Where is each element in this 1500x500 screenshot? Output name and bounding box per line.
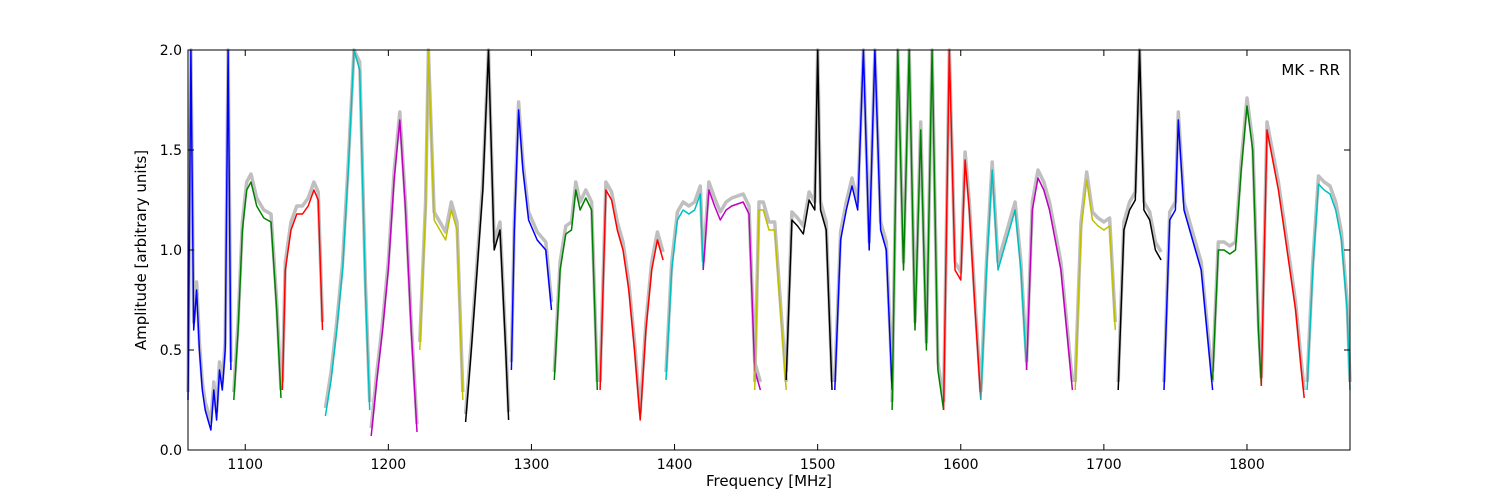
series-line-14 bbox=[785, 49, 833, 391]
x-axis-ticks: 1100 1200 1300 1400 1500 1600 1700 1800 bbox=[227, 50, 1265, 473]
series-line-5 bbox=[370, 119, 418, 437]
series-line-12 bbox=[702, 189, 762, 391]
series-line-2 bbox=[233, 181, 282, 401]
chart-annotation: MK - RR bbox=[1281, 61, 1340, 79]
series-line-17 bbox=[942, 49, 982, 411]
series-line-22 bbox=[1163, 119, 1214, 391]
x-axis-label: Frequency [MHz] bbox=[706, 472, 832, 490]
x-tick-label: 1700 bbox=[1086, 457, 1122, 473]
series-line-11 bbox=[665, 193, 704, 381]
x-tick-label: 1500 bbox=[800, 457, 836, 473]
y-tick-label: 2.0 bbox=[160, 43, 182, 59]
series-line-4 bbox=[324, 49, 371, 417]
x-tick-label: 1400 bbox=[657, 457, 693, 473]
reference-line-10 bbox=[598, 180, 665, 414]
plot-background bbox=[188, 50, 1350, 450]
x-tick-label: 1800 bbox=[1229, 457, 1265, 473]
reference-line-24 bbox=[1259, 120, 1306, 391]
x-tick-label: 1600 bbox=[943, 457, 979, 473]
y-tick-label: 1.5 bbox=[160, 143, 182, 159]
y-tick-label: 0.5 bbox=[160, 343, 182, 359]
x-tick-label: 1100 bbox=[227, 457, 263, 473]
series-line-9 bbox=[553, 189, 599, 391]
x-tick-label: 1300 bbox=[514, 457, 550, 473]
y-tick-label: 1.0 bbox=[160, 243, 182, 259]
reference-line-19 bbox=[1024, 168, 1075, 383]
series-line-25 bbox=[1306, 183, 1351, 391]
y-axis-label: Amplitude [arbitrary units] bbox=[132, 150, 150, 350]
reference-line-9 bbox=[552, 180, 600, 383]
reference-line-11 bbox=[664, 184, 705, 373]
series-line-19 bbox=[1025, 177, 1074, 391]
series-line-6 bbox=[419, 49, 464, 401]
series-layer bbox=[187, 49, 1351, 437]
series-line-10 bbox=[599, 189, 664, 421]
y-tick-label: 0.0 bbox=[160, 443, 182, 459]
series-line-18 bbox=[980, 169, 1028, 401]
series-line-13 bbox=[753, 209, 787, 391]
series-line-8 bbox=[510, 109, 553, 371]
series-line-1 bbox=[187, 49, 232, 431]
series-line-20 bbox=[1074, 179, 1117, 391]
reference-line-3 bbox=[280, 180, 325, 383]
reference-line-14 bbox=[784, 48, 834, 383]
y-axis-ticks: 0.0 0.5 1.0 1.5 2.0 bbox=[160, 43, 1350, 459]
series-line-3 bbox=[281, 189, 324, 391]
series-line-23 bbox=[1211, 105, 1263, 387]
series-line-16 bbox=[891, 49, 945, 411]
series-line-24 bbox=[1260, 129, 1305, 399]
reference-line-20 bbox=[1073, 170, 1118, 383]
x-tick-label: 1200 bbox=[371, 457, 407, 473]
reference-line-22 bbox=[1162, 110, 1215, 383]
